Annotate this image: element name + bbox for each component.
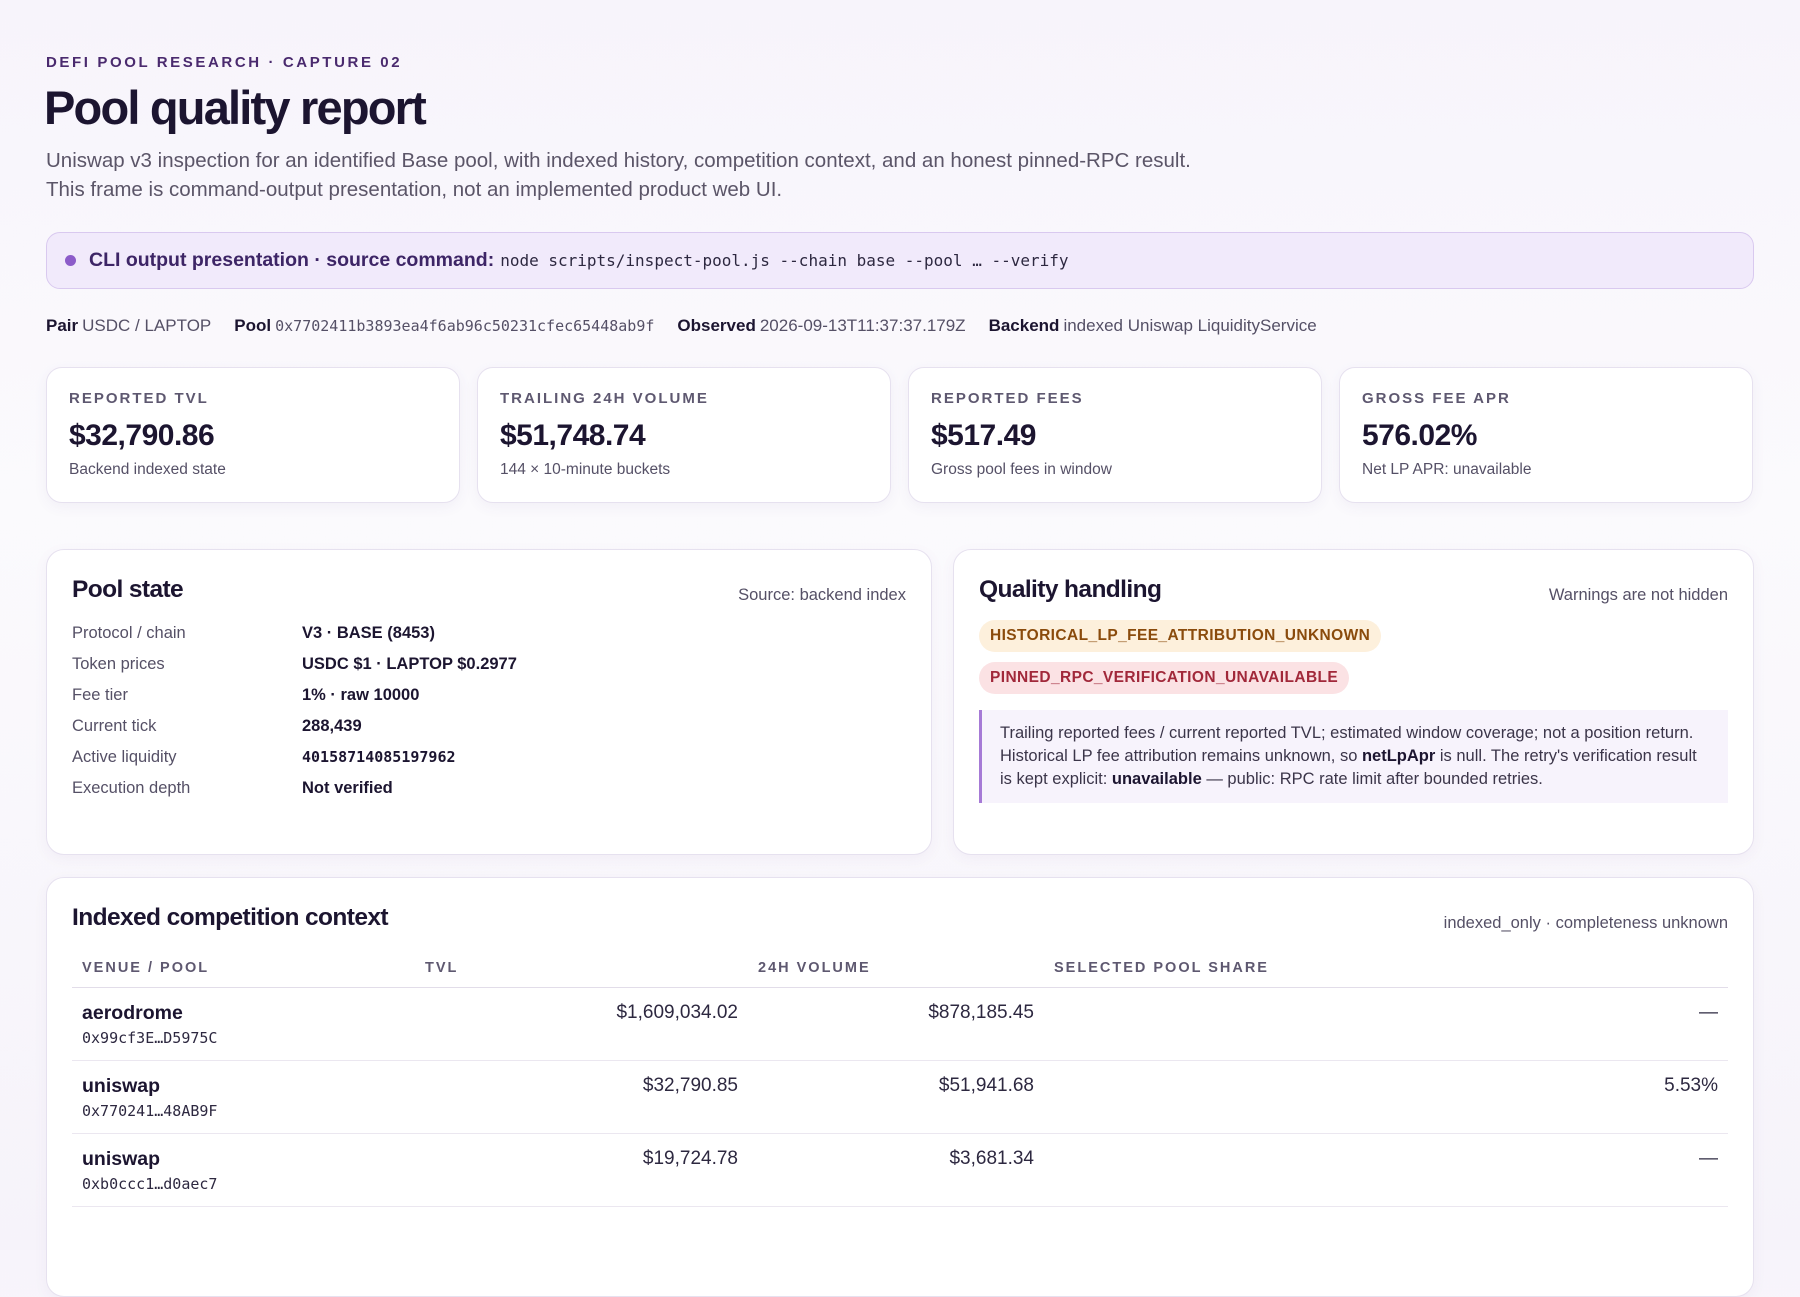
meta-value: indexed Uniswap LiquidityService: [1063, 316, 1317, 335]
meta-item: Pool 0x7702411b3893ea4f6ab96c50231cfec654…: [234, 316, 654, 336]
card-value: $517.49: [931, 419, 1036, 452]
eyebrow: DEFI POOL RESEARCH · CAPTURE 02: [46, 54, 403, 71]
state-label: Active liquidity: [72, 748, 177, 766]
pool-address: 0x99cf3E…D5975C: [82, 1029, 218, 1047]
page: DEFI POOL RESEARCH · CAPTURE 02 Pool qua…: [44, 54, 1754, 1297]
column-header: VENUE / POOL: [72, 960, 415, 988]
meta-item: Pair USDC / LAPTOP: [46, 316, 211, 336]
table-row: aerodrome 0x99cf3E…D5975C $1,609,034.02 $87…: [72, 987, 1728, 1061]
card-note: Gross pool fees in window: [931, 461, 1112, 478]
card-value: 576.02%: [1362, 419, 1477, 452]
text: Trailing reported fees / current reporte…: [1000, 724, 1694, 765]
panel-title: Pool state: [72, 576, 184, 603]
share-cell: —: [1044, 987, 1728, 1061]
card-value: $32,790.86: [69, 419, 215, 452]
competition-table: VENUE / POOL TVL 24H VOLUME SELECTED POOL S…: [72, 960, 1728, 1207]
metric-card: REPORTED TVL $32,790.86 Backend indexed st…: [46, 367, 460, 503]
explanation: Trailing reported fees / current reporte…: [979, 710, 1728, 803]
card-label: REPORTED TVL: [69, 390, 209, 407]
banner-label: CLI output presentation · source command…: [89, 249, 495, 271]
tvl-cell: $32,790.85: [415, 1060, 748, 1134]
competition-panel: Indexed competition context indexed_only…: [46, 877, 1754, 1297]
table-header: VENUE / POOL TVL 24H VOLUME SELECTED POOL S…: [72, 960, 1728, 988]
error-flag: PINNED_RPC_VERIFICATION_UNAVAILABLE: [979, 662, 1350, 694]
pool-address: 0xb0ccc1…d0aec7: [82, 1175, 218, 1193]
subtitle: Uniswap v3 inspection for an identified …: [46, 146, 1191, 204]
share-cell: 5.53%: [1044, 1060, 1728, 1134]
meta-item: Observed 2026-09-13T11:37:37.179Z: [677, 316, 965, 336]
pool-address: 0x770241…48AB9F: [82, 1102, 218, 1120]
venue-cell: aerodrome 0x99cf3E…D5975C: [72, 987, 415, 1061]
subtitle-line: This frame is command-output presentatio…: [46, 178, 783, 201]
venue-name: uniswap: [82, 1075, 161, 1097]
status-dot: [65, 255, 76, 266]
pool-state-panel: Pool state Source: backend index Protoco…: [46, 549, 932, 855]
venue-cell: uniswap 0xb0ccc1…d0aec7: [72, 1133, 415, 1207]
table-body: aerodrome 0x99cf3E…D5975C $1,609,034.02 $87…: [72, 987, 1728, 1207]
meta-value: USDC / LAPTOP: [82, 316, 212, 335]
meta-label: Pair: [46, 316, 79, 335]
metric-card: REPORTED FEES $517.49 Gross pool fees in w…: [908, 367, 1322, 503]
meta-label: Pool: [234, 316, 272, 335]
state-label: Protocol / chain: [72, 624, 186, 642]
state-value: V3 · BASE (8453): [302, 624, 435, 642]
meta-value: 0x7702411b3893ea4f6ab96c50231cfec65448ab…: [275, 317, 655, 335]
code-term: netLpApr: [1361, 747, 1436, 765]
state-label: Execution depth: [72, 779, 191, 797]
meta-row: Pair USDC / LAPTOP Pool 0x7702411b3893ea4f…: [46, 316, 1317, 336]
meta-value: 2026-09-13T11:37:37.179Z: [759, 316, 966, 335]
venue-name: aerodrome: [82, 1002, 183, 1024]
metric-card: TRAILING 24H VOLUME $51,748.74 144 × 10-mi…: [477, 367, 891, 503]
page-title: Pool quality report: [44, 81, 427, 134]
text: — public: RPC rate limit after bounded r…: [1201, 770, 1543, 788]
metric-card: GROSS FEE APR 576.02% Net LP APR: unavaila…: [1339, 367, 1753, 503]
warning-flag: HISTORICAL_LP_FEE_ATTRIBUTION_UNKNOWN: [979, 620, 1382, 652]
state-label: Token prices: [72, 655, 165, 673]
panel-title: Quality handling: [979, 576, 1162, 603]
state-label: Current tick: [72, 717, 157, 735]
subtitle-line: Uniswap v3 inspection for an identified …: [46, 149, 1191, 172]
card-value: $51,748.74: [500, 419, 646, 452]
volume-cell: $878,185.45: [748, 987, 1044, 1061]
banner-command: node scripts/inspect-pool.js --chain bas…: [500, 251, 1069, 270]
panel-title: Indexed competition context: [72, 904, 389, 931]
column-header: SELECTED POOL SHARE: [1044, 960, 1728, 988]
card-note: Backend indexed state: [69, 461, 226, 478]
state-value: 288,439: [302, 717, 362, 735]
state-value: Not verified: [302, 779, 393, 797]
text: is null. The retry's verification result…: [1000, 747, 1697, 788]
share-cell: —: [1044, 1133, 1728, 1207]
state-value: USDC $1 · LAPTOP $0.2977: [302, 655, 517, 673]
state-value: 1% · raw 10000: [302, 686, 420, 704]
meta-label: Backend: [988, 316, 1060, 335]
card-note: 144 × 10-minute buckets: [500, 461, 671, 478]
venue-cell: uniswap 0x770241…48AB9F: [72, 1060, 415, 1134]
card-label: TRAILING 24H VOLUME: [500, 390, 709, 407]
column-header: TVL: [415, 960, 748, 988]
venue-name: uniswap: [82, 1148, 161, 1170]
table-row: uniswap 0xb0ccc1…d0aec7 $19,724.78 $3,681.3…: [72, 1133, 1728, 1207]
panel-note: indexed_only · completeness unknown: [1443, 914, 1728, 932]
state-list: Protocol / chain V3 · BASE (8453) Token pr…: [72, 624, 906, 798]
cli-banner: CLI output presentation · source command…: [46, 232, 1754, 289]
panel-note: Warnings are not hidden: [1548, 586, 1728, 604]
state-label: Fee tier: [72, 686, 128, 704]
column-header: 24H VOLUME: [748, 960, 1044, 988]
card-label: GROSS FEE APR: [1362, 390, 1511, 407]
volume-cell: $3,681.34: [748, 1133, 1044, 1207]
tvl-cell: $19,724.78: [415, 1133, 748, 1207]
metric-cards: REPORTED TVL $32,790.86 Backend indexed st…: [46, 367, 1753, 503]
meta-item: Backend indexed Uniswap LiquidityService: [989, 316, 1317, 336]
state-value: 40158714085197962: [302, 748, 456, 766]
card-label: REPORTED FEES: [931, 390, 1084, 407]
tvl-cell: $1,609,034.02: [415, 987, 748, 1061]
panel-note: Source: backend index: [738, 586, 906, 604]
volume-cell: $51,941.68: [748, 1060, 1044, 1134]
meta-label: Observed: [677, 316, 756, 335]
card-note: Net LP APR: unavailable: [1362, 461, 1532, 478]
table-row: uniswap 0x770241…48AB9F $32,790.85 $51,941.…: [72, 1060, 1728, 1134]
quality-panel: Quality handling Warnings are not hidden…: [953, 549, 1754, 855]
status-term: unavailable: [1111, 770, 1202, 788]
